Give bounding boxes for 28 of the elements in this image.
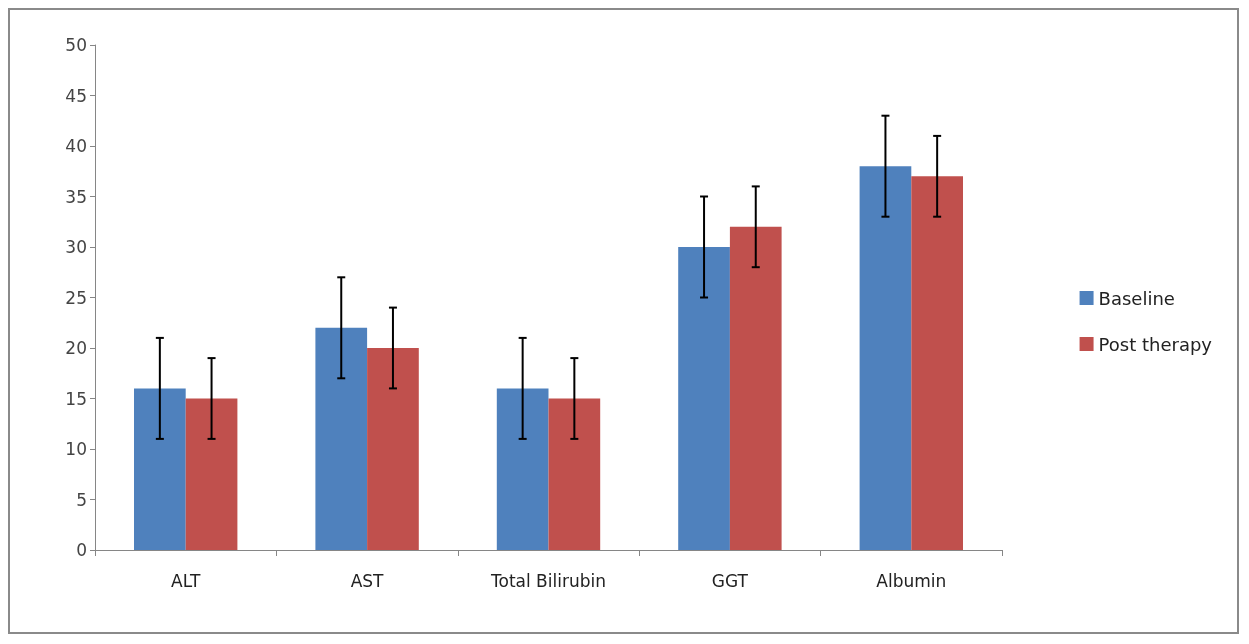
x-tick-label: Total Bilirubin (490, 570, 606, 591)
legend-label: Post therapy (1098, 333, 1213, 355)
x-tick-label: AST (350, 570, 385, 591)
bar (911, 176, 963, 550)
bar (134, 388, 186, 550)
bar (185, 398, 238, 550)
bar (367, 348, 419, 550)
x-tick-label: Albumin (876, 570, 947, 591)
bar (678, 247, 730, 550)
y-tick-label: 30 (65, 237, 87, 257)
y-tick-label: 45 (65, 85, 87, 106)
bar (315, 327, 368, 550)
y-tick-label: 20 (65, 338, 87, 358)
y-tick-label: 5 (76, 489, 87, 510)
legend-label: Baseline (1098, 287, 1175, 309)
x-tick-label: ALT (171, 570, 201, 591)
y-tick-label: 10 (65, 439, 87, 459)
bar (496, 388, 549, 550)
y-tick-label: 50 (65, 35, 87, 55)
y-tick-label: 35 (65, 186, 87, 207)
y-tick-label: 15 (65, 388, 87, 409)
bar (859, 166, 912, 550)
x-tick-label: GGT (711, 570, 749, 591)
y-tick-label: 25 (65, 287, 87, 308)
y-tick-label: 0 (76, 540, 87, 560)
bar (729, 226, 782, 550)
bar (548, 398, 601, 550)
y-tick-label: 40 (65, 136, 87, 156)
